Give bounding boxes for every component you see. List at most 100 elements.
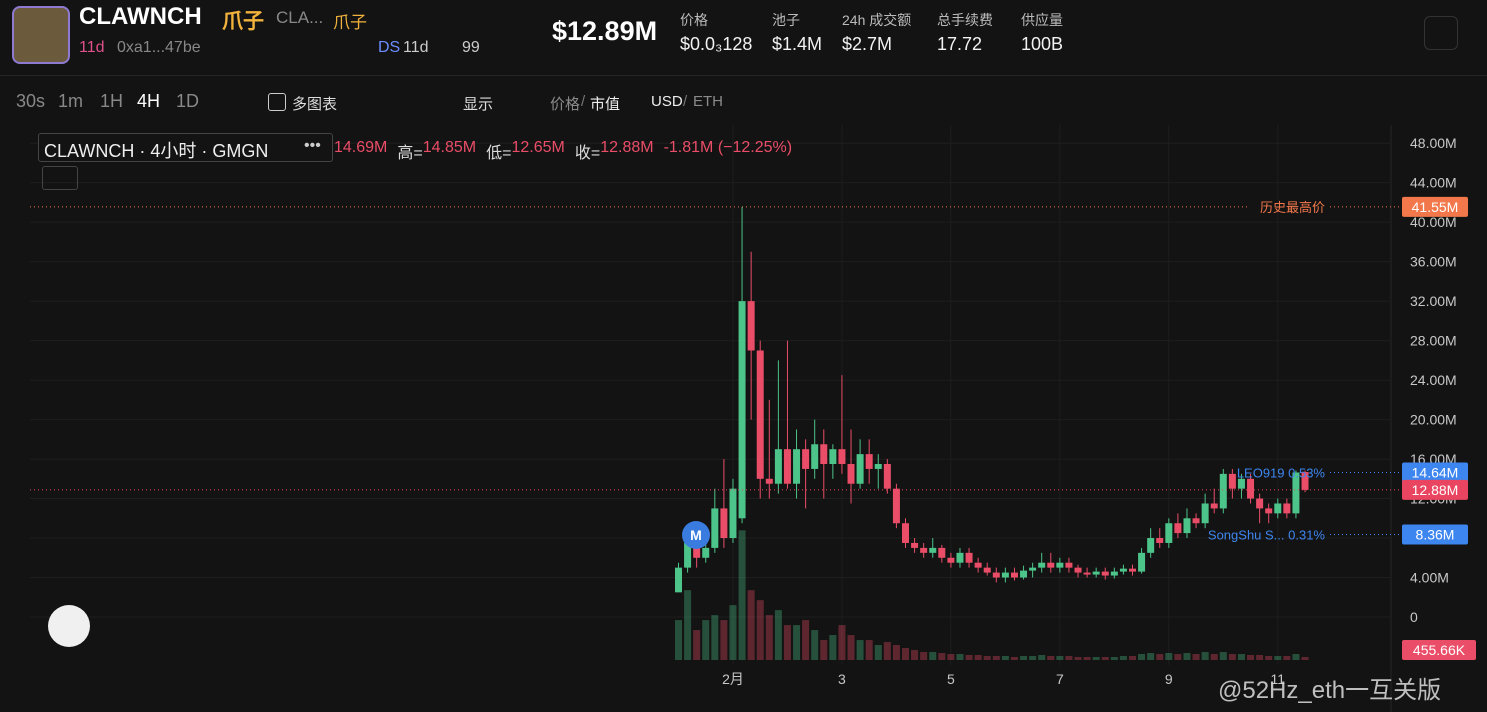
multi-chart[interactable]: 多图表 [292,96,338,113]
volume-bar [1074,657,1082,660]
token-address: 0xa1...47be [117,39,201,56]
price-tag [1402,462,1468,483]
stat-value: 100B [1021,34,1064,54]
candle-body [702,547,710,558]
candle-body [1101,571,1109,576]
y-tick-label: 40.00M [1410,214,1457,230]
volume-bar [1138,654,1146,660]
legend-label: 高= [397,145,423,162]
candle-body [729,488,737,539]
volume-bar [1219,652,1227,660]
volume-bar [729,605,737,660]
price-toggle[interactable]: 价格 [550,96,581,113]
candle-body [974,562,982,568]
volume-bar [938,653,946,660]
candle-body [756,350,764,479]
volume-bar [1265,656,1273,660]
interval-button[interactable]: 1H [100,91,124,111]
interval-button[interactable]: 1m [58,91,84,111]
candle-body [838,449,846,465]
stat-label: 池子 [772,12,800,28]
candle-body [738,301,746,519]
candle-body [1265,508,1273,514]
candle-body [1247,478,1255,499]
volume-bar [1247,655,1255,660]
checkbox[interactable] [268,93,286,111]
volume-bar [1228,654,1236,660]
volume-bar [1256,655,1264,660]
token-alias: 爪子 [222,10,264,33]
candle-body [965,552,973,563]
eth-toggle[interactable]: ETH [693,93,723,110]
volume-bar [1156,654,1164,660]
price-line-label: SongShu S... 0.31% [1208,527,1326,542]
candle-body [820,444,828,465]
volume-bar [911,650,919,660]
candle-body [1038,562,1046,568]
token-alias-2: 爪子 [333,13,367,32]
stat-label: 供应量 [1021,12,1063,28]
volume-bar [793,625,801,660]
x-tick-label: 2月 [722,671,744,687]
volume-bar [947,654,955,660]
legend-value: 12.88M [600,139,654,156]
interval-button[interactable]: 4H [137,91,161,111]
candle-body [1219,473,1227,509]
volume-bar [1147,653,1155,660]
price-line-label: 历史最高价 [1260,200,1325,215]
volume-bar [820,640,828,660]
volume-bar [1010,657,1018,660]
interval-button[interactable]: 30s [16,91,46,111]
volume-bar [756,600,764,660]
legend-value: 14.85M [422,139,477,156]
volume-bar [902,648,909,660]
usd-toggle[interactable]: USD [651,93,683,110]
candle-body [1029,567,1037,571]
mcap-toggle[interactable]: 市值 [590,96,621,113]
volume-bar [965,655,973,660]
candle-body [1156,538,1164,543]
candle-body [874,464,882,469]
x-tick-label: 7 [1056,671,1064,687]
volume-bar [675,620,682,660]
interval-button[interactable]: 1D [176,91,200,111]
volume-bar [874,645,882,660]
stat-value: $1.4M [772,34,823,54]
price-tag [1402,479,1468,500]
token-name: CLAWNCH [79,3,202,30]
ds-label[interactable]: DS [378,39,401,56]
volume-bar [856,640,864,660]
stat-label: 24h 成交额 [842,12,912,28]
candle-body [1183,518,1191,534]
volume-bar [1129,656,1136,660]
volume-bar [929,652,937,660]
volume-tag [1402,640,1476,660]
display-menu[interactable]: 显示 [463,96,494,113]
legend-value: 12.65M [511,139,565,156]
collapse-button[interactable] [42,166,78,190]
volume-bar [711,615,719,660]
add-button[interactable] [1424,16,1458,50]
legend-change: -1.81M (−12.25%) [663,139,793,156]
legend-value: 14.69M [334,139,388,156]
volume-bar [765,615,773,660]
event-marker-label: M [690,527,702,543]
volume-bar [883,642,891,660]
candle-body [1129,568,1136,572]
price-tag-label: 12.88M [1412,482,1459,498]
x-tick-label: 3 [838,671,846,687]
candle-body [829,449,837,465]
candle-body [1274,503,1282,514]
candle-body [929,547,937,553]
legend-box [38,133,333,162]
candle-body [811,444,819,469]
volume-bar [1083,657,1091,660]
volume-bar [956,654,964,660]
candle-body [711,508,719,548]
candle-body [883,464,891,489]
volume-bar [983,656,991,660]
volume-bar [1056,656,1064,660]
candle-body [783,449,791,484]
price-tag-label: 14.64M [1412,464,1459,480]
